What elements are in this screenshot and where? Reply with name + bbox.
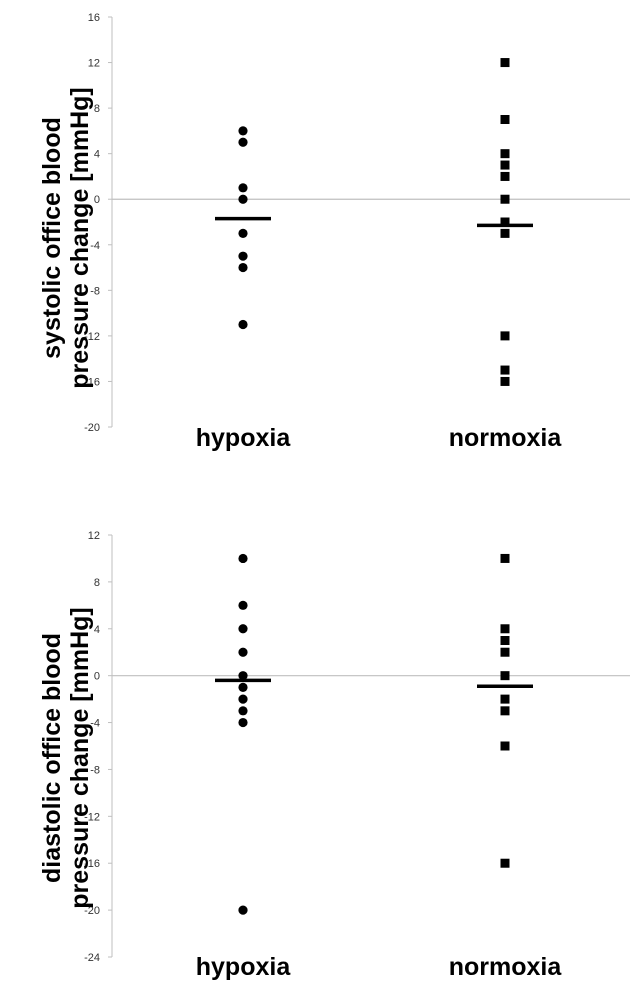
data-point [238,137,248,147]
data-point [500,149,510,159]
data-point [500,160,510,170]
data-point [238,694,248,704]
y-axis-title: systolic office bloodpressure change [mm… [38,87,94,388]
y-axis-title: diastolic office bloodpressure change [m… [38,607,94,908]
data-point [500,365,510,375]
data-point [238,706,248,716]
x-category-label: normoxia [449,953,563,981]
data-point [500,706,510,716]
data-point [500,647,510,657]
data-point [500,376,510,386]
y-tick-label: -12 [84,331,100,343]
y-axis-title-line: diastolic office blood [38,633,66,883]
data-point [238,624,248,634]
y-tick-label: -4 [90,240,100,252]
data-point [500,58,510,68]
y-tick-label: -4 [90,718,100,730]
y-tick-label: 4 [94,624,100,636]
data-point [500,741,510,751]
data-point [238,251,248,261]
x-category-label: hypoxia [196,953,292,981]
y-tick-label: 8 [94,577,100,589]
data-point [238,717,248,728]
data-point [500,858,510,868]
data-point [238,647,248,657]
data-point [500,331,510,341]
y-tick-label: 12 [88,530,100,542]
y-tick-label: -16 [84,858,100,870]
data-point [500,194,510,204]
x-category-label: hypoxia [196,424,292,452]
y-tick-label: -20 [84,422,100,434]
y-tick-label: 16 [88,12,100,24]
data-point [238,600,248,610]
data-point [238,553,248,564]
data-point [500,217,510,227]
data-point [238,183,248,193]
y-tick-label: -16 [84,376,100,388]
x-category-label: normoxia [449,424,563,452]
data-point [238,671,248,681]
data-point [500,624,510,634]
data-point [500,228,510,238]
data-point [500,171,510,181]
data-point [500,636,510,645]
data-point [238,905,248,915]
diastolic-chart-panel: 12 8 4 0 -4 -8 -12 -16 -20 -24 hypoxia normoxia dias… [38,530,630,981]
y-axis-title-line: pressure change [mmHg] [66,607,94,908]
data-point [238,194,248,204]
y-tick-label: 0 [94,194,100,206]
data-point [500,553,510,563]
y-tick-label: 8 [94,103,100,115]
y-tick-label: 0 [94,671,100,683]
systolic-chart-panel: 16 12 8 4 0 -4 -8 -12 -16 -20 hypoxia normoxia systo… [38,12,630,452]
data-point [500,671,510,681]
data-point [238,682,248,692]
y-tick-label: -24 [84,952,100,964]
y-tick-label: 12 [88,58,100,70]
y-tick-label: 4 [94,149,100,161]
y-axis-title-line: systolic office blood [38,117,66,359]
data-point [238,126,248,136]
y-tick-label: -8 [90,285,100,297]
y-tick-label: -12 [84,811,100,823]
y-tick-label: -8 [90,764,100,776]
y-tick-label: -20 [84,905,100,917]
data-point [500,694,510,704]
data-point [500,115,510,124]
y-axis-title-line: pressure change [mmHg] [66,87,94,388]
data-point [238,319,248,330]
data-point [238,228,248,238]
data-point [238,262,248,273]
